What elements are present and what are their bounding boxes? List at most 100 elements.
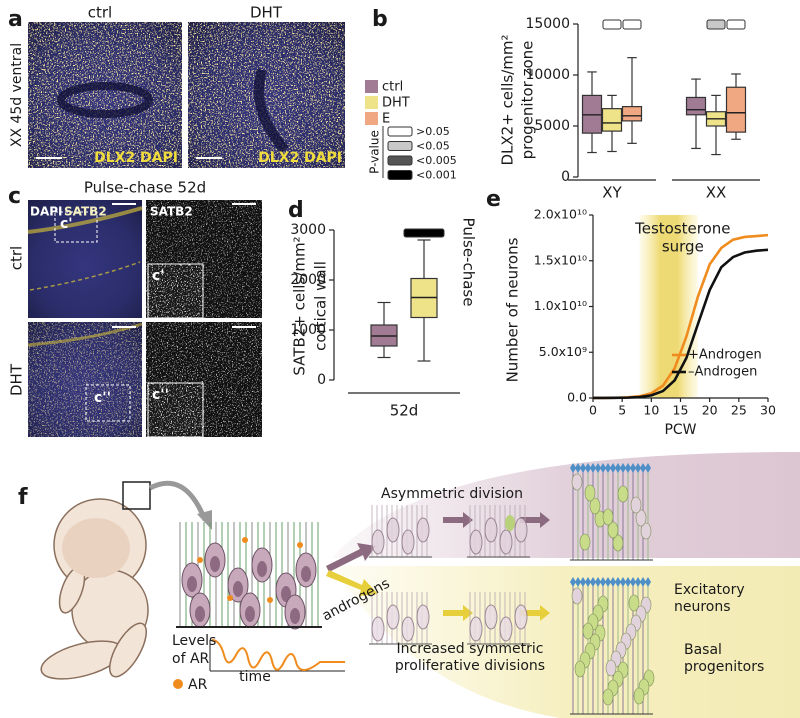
cell: [582, 622, 594, 640]
excitatory-neuron: [610, 463, 616, 473]
cell: [602, 688, 614, 706]
pathway-label: proliferative divisions: [395, 658, 545, 674]
cortex-column: [176, 522, 322, 630]
legend-label: +Androgen: [688, 348, 762, 363]
daughter-cell: [505, 515, 515, 531]
y-tick-label: 15000: [525, 16, 570, 32]
significance-marker: [706, 19, 726, 30]
excitatory-neuron: [635, 577, 641, 587]
stain-label: DAPI: [30, 205, 63, 219]
cell: [628, 594, 640, 612]
ar-plot: [173, 679, 183, 689]
x-tick-label: 5: [618, 403, 626, 418]
y-axis-label: SATB2+ cells/mm²: [291, 236, 309, 375]
y-tick-label: 5000: [534, 118, 570, 134]
x-tick-label: 25: [731, 403, 747, 418]
cell: [584, 484, 596, 502]
panel-label: d: [288, 198, 304, 223]
panel-label: e: [486, 187, 501, 212]
fetus: [40, 481, 151, 680]
cell: [499, 616, 513, 642]
significance-marker: [726, 19, 746, 30]
micrograph: [28, 200, 142, 318]
box: [685, 96, 707, 116]
cell: [469, 529, 483, 555]
legend-label: –Androgen: [688, 365, 757, 380]
micrograph: [29, 261, 141, 291]
pathway-arrows: [443, 512, 473, 528]
cell: [630, 496, 642, 514]
micrograph: [188, 22, 345, 168]
panel-label: f: [18, 485, 28, 510]
excitatory-neuron: [625, 577, 631, 587]
pathway-arrows: [520, 605, 550, 621]
excitatory-neuron: [610, 577, 616, 587]
box: [601, 108, 623, 132]
significance-marker: [622, 19, 642, 30]
pathway-arrows: [520, 512, 550, 528]
excitatory-neuron: [600, 463, 606, 473]
cell: [416, 604, 430, 630]
legend-swatch: [365, 96, 378, 109]
x-tick-label: 20: [702, 403, 718, 418]
box: [725, 86, 747, 133]
cell: [633, 687, 645, 705]
annotation: surge: [662, 238, 704, 256]
cell: [602, 508, 614, 526]
condition-label: ctrl: [88, 4, 112, 22]
y-tick-label: 0: [317, 372, 326, 388]
pathway-background: [332, 566, 800, 718]
fetus: [122, 481, 151, 510]
ar-label: of AR: [172, 651, 210, 667]
panel-title: Pulse-chase 52d: [84, 179, 206, 197]
fetus: [109, 622, 147, 678]
excitatory-neuron: [635, 463, 641, 473]
legend-swatch: [387, 170, 413, 180]
y-tick-label: 0.0: [567, 390, 587, 405]
legend-label: >0.05: [416, 125, 450, 138]
surge-band: [639, 215, 698, 398]
cell: [499, 529, 513, 555]
cell: [612, 534, 624, 552]
y-axis-label: cortical wall: [312, 261, 330, 351]
excitatory-neuron: [570, 577, 576, 587]
panel-label: c: [8, 184, 21, 209]
ar-dot: [297, 542, 303, 548]
cell: [386, 604, 400, 630]
legend-label: DHT: [382, 96, 410, 111]
row-label: DHT: [8, 363, 26, 396]
excitatory-neuron: [640, 577, 646, 587]
cell: [401, 616, 415, 642]
y-tick-label: 3000: [290, 222, 326, 238]
x-tick-label: 52d: [390, 402, 419, 420]
cell-stage: [369, 463, 655, 715]
panel-label: a: [8, 7, 23, 32]
legend-label: <0.001: [416, 169, 457, 182]
nucleus: [301, 566, 311, 582]
micrograph: [28, 22, 182, 168]
cell: [571, 587, 583, 605]
inset-label: c'': [94, 390, 111, 406]
x-tick-label: 0: [589, 403, 597, 418]
cell: [386, 517, 400, 543]
y-tick-label: 0: [561, 169, 570, 185]
micrograph: [85, 384, 131, 422]
y-axis-label: progenitor zone: [519, 41, 537, 160]
panel-labels: a b c d e f: [8, 7, 501, 510]
legend-label: E: [382, 112, 390, 127]
cell: [579, 533, 591, 551]
nucleus: [245, 606, 255, 622]
y-tick-label: 1.5x10¹⁰: [534, 252, 587, 267]
cell: [371, 529, 385, 555]
cell: [514, 517, 528, 543]
excitatory-neuron: [595, 577, 601, 587]
micrograph: [188, 22, 345, 168]
excitatory-neuron: [615, 577, 621, 587]
cell: [514, 604, 528, 630]
excitatory-neuron: [590, 577, 596, 587]
y-axis-label: Number of neurons: [504, 237, 522, 382]
annotation: Testosterone: [634, 220, 730, 238]
side-label: XX 45d ventral: [9, 43, 25, 147]
inset-label: c': [60, 216, 73, 232]
